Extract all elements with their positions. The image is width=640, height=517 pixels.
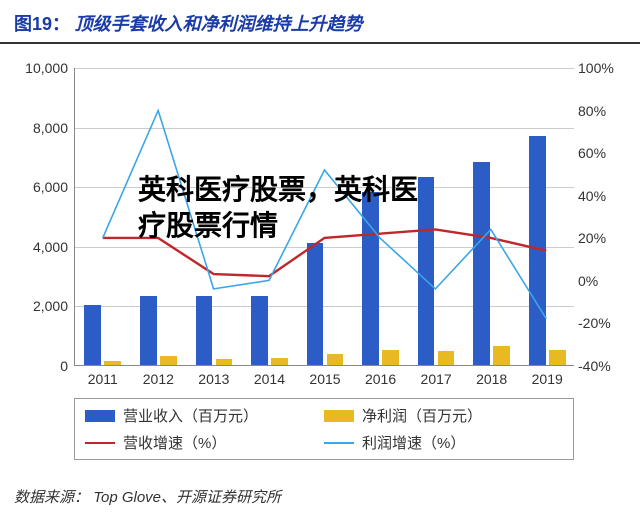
legend: 营业收入（百万元） 净利润（百万元） 营收增速（%） 利润增速（%） [74,398,574,460]
ytick-left: 4,000 [14,239,68,255]
legend-swatch [85,410,115,422]
overlay-line-2: 疗股票行情 [138,208,418,244]
ytick-right: 20% [578,230,626,246]
xtick: 2014 [254,371,285,387]
legend-item: 营业收入（百万元） [85,405,324,426]
overlay-line-1: 英科医疗股票，英科医 [138,172,418,208]
figure-number: 图19： [14,14,70,34]
legend-label: 营收增速（%） [123,432,226,453]
xtick: 2019 [532,371,563,387]
ytick-right: -20% [578,315,626,331]
xtick: 2012 [143,371,174,387]
legend-swatch [324,410,354,422]
ytick-left: 0 [14,358,68,374]
legend-item: 净利润（百万元） [324,405,563,426]
legend-label: 营业收入（百万元） [123,405,258,426]
ytick-left: 2,000 [14,298,68,314]
xtick: 2011 [88,371,118,387]
xtick: 2013 [198,371,229,387]
ytick-left: 8,000 [14,120,68,136]
ytick-right: 100% [578,60,626,76]
figure-title: 顶级手套收入和净利润维持上升趋势 [74,14,362,34]
data-source: 数据来源： Top Glove、开源证券研究所 [14,486,281,507]
source-value: Top Glove、开源证券研究所 [93,489,281,506]
xtick: 2015 [309,371,340,387]
source-label: 数据来源： [14,489,89,506]
ytick-right: 0% [578,273,626,289]
ytick-right: 40% [578,188,626,204]
xtick: 2018 [476,371,507,387]
xtick: 2016 [365,371,396,387]
legend-item: 营收增速（%） [85,432,324,453]
legend-item: 利润增速（%） [324,432,563,453]
overlay-watermark-text: 英科医疗股票，英科医 疗股票行情 [138,172,418,245]
legend-label: 利润增速（%） [362,432,465,453]
xtick: 2017 [421,371,452,387]
figure-header: 图19： 顶级手套收入和净利润维持上升趋势 [0,0,640,44]
legend-swatch [85,442,115,444]
ytick-left: 6,000 [14,179,68,195]
legend-swatch [324,442,354,444]
ytick-right: -40% [578,358,626,374]
ytick-right: 80% [578,103,626,119]
legend-label: 净利润（百万元） [362,405,482,426]
ytick-left: 10,000 [14,60,68,76]
ytick-right: 60% [578,145,626,161]
